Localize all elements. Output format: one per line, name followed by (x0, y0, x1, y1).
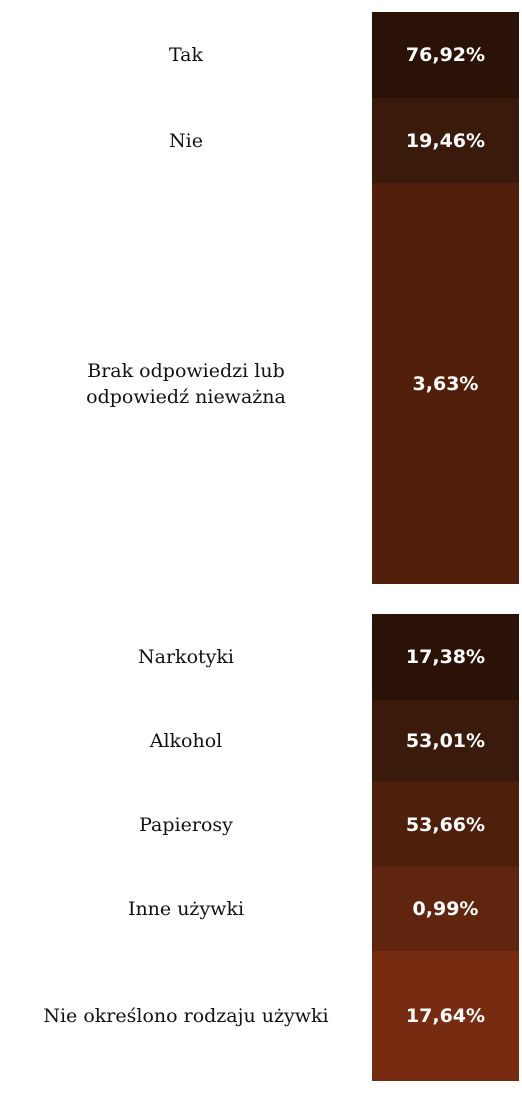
table-row: Brak odpowiedzi lub odpowiedź nieważna 3,… (0, 183, 522, 584)
row-label: Nie określono rodzaju używki (43, 1005, 329, 1027)
row-value: 17,38% (372, 614, 519, 700)
row-label: Alkohol (149, 730, 223, 752)
row-value: 17,64% (372, 951, 519, 1081)
row-label: Narkotyki (138, 646, 234, 668)
table-row: Nie określono rodzaju używki 17,64% (0, 951, 522, 1081)
table-row: Inne używki 0,99% (0, 867, 522, 951)
table-row: Papierosy 53,66% (0, 782, 522, 867)
row-value: 53,66% (372, 782, 519, 867)
row-label: Brak odpowiedzi lub odpowiedź nieważna (86, 359, 286, 408)
row-value: 53,01% (372, 700, 519, 782)
table-row: Nie 19,46% (0, 98, 522, 183)
row-value: 0,99% (372, 867, 519, 951)
row-label: Nie (169, 129, 203, 152)
row-label: Inne używki (127, 898, 245, 920)
table-row: Alkohol 53,01% (0, 700, 522, 782)
row-label: Tak (168, 44, 204, 66)
table-substances: Narkotyki 17,38% Alkohol 53,01% Papierosy 53,… (0, 614, 522, 1081)
table-row: Tak 76,92% (0, 12, 522, 98)
row-value: 19,46% (372, 98, 519, 183)
row-value: 76,92% (372, 12, 519, 98)
row-label: Papierosy (139, 813, 233, 836)
table-row: Narkotyki 17,38% (0, 614, 522, 700)
row-value: 3,63% (372, 183, 519, 584)
table-answers: Tak 76,92% Nie 19,46% Brak odpowiedzi lub od… (0, 12, 522, 584)
